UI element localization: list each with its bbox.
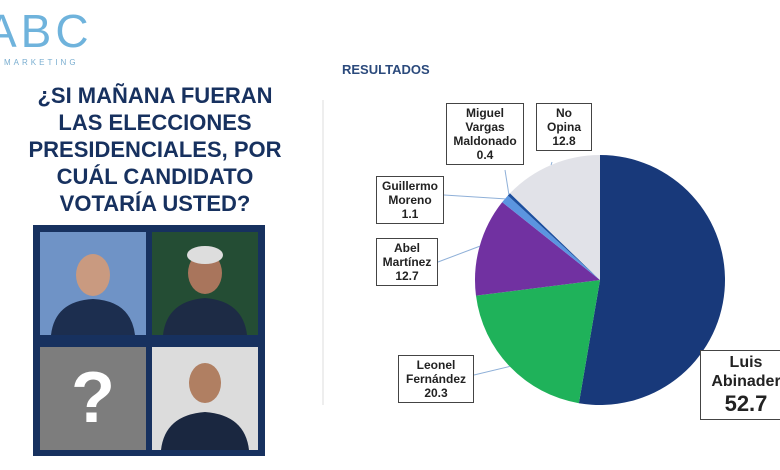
slice-value: 20.3 — [424, 386, 448, 400]
slice-name: Luis Abinader — [711, 354, 780, 390]
unknown-candidate: ? — [40, 347, 146, 450]
face — [76, 254, 110, 296]
chart-title: RESULTADOS — [342, 62, 430, 77]
logo-subtext: MARKETING — [4, 58, 79, 67]
slice-name: Leonel Fernández — [405, 358, 466, 386]
leader-line — [443, 194, 505, 200]
slice-label: Abel Martínez 12.7 — [376, 238, 438, 286]
pie-slice — [475, 202, 600, 296]
photos — [40, 232, 258, 450]
slice-value: 12.7 — [395, 269, 419, 283]
slice-name: Miguel Vargas Maldonado — [453, 106, 517, 148]
suit — [163, 298, 247, 335]
pie-slice — [509, 155, 600, 280]
slice-label: Luis Abinader 52.7 — [700, 350, 780, 420]
slice-label: Guillermo Moreno 1.1 — [376, 176, 444, 224]
suit — [161, 412, 249, 450]
hair — [187, 246, 223, 264]
leader-line — [473, 365, 510, 376]
slice-name: No Opina — [546, 106, 581, 134]
photo-grid — [33, 225, 265, 456]
face — [189, 363, 221, 403]
slice-value: 52.7 — [724, 391, 768, 416]
slice-value: 12.8 — [552, 134, 576, 148]
slice-value: 1.1 — [401, 207, 419, 221]
leader-line — [437, 245, 480, 263]
slice-value: 0.4 — [476, 148, 494, 162]
slice-label: Miguel Vargas Maldonado 0.4 — [446, 103, 524, 165]
leader-line — [504, 169, 510, 195]
pie-slice — [475, 280, 600, 404]
suit — [51, 299, 135, 335]
logo: ABC — [0, 5, 93, 57]
slice-label: Leonel Fernández 20.3 — [398, 355, 474, 403]
leader-line — [550, 161, 553, 166]
pie-slice — [578, 154, 726, 405]
slice-label: No Opina 12.8 — [536, 103, 592, 151]
pie-slice — [507, 193, 600, 280]
slice-name: Guillermo Moreno — [381, 179, 438, 207]
question: ¿SI MAÑANA FUERAN LAS ELECCIONES PRESIDE… — [28, 83, 282, 216]
slice-name: Abel Martínez — [382, 241, 432, 269]
pie-slice — [502, 195, 600, 280]
